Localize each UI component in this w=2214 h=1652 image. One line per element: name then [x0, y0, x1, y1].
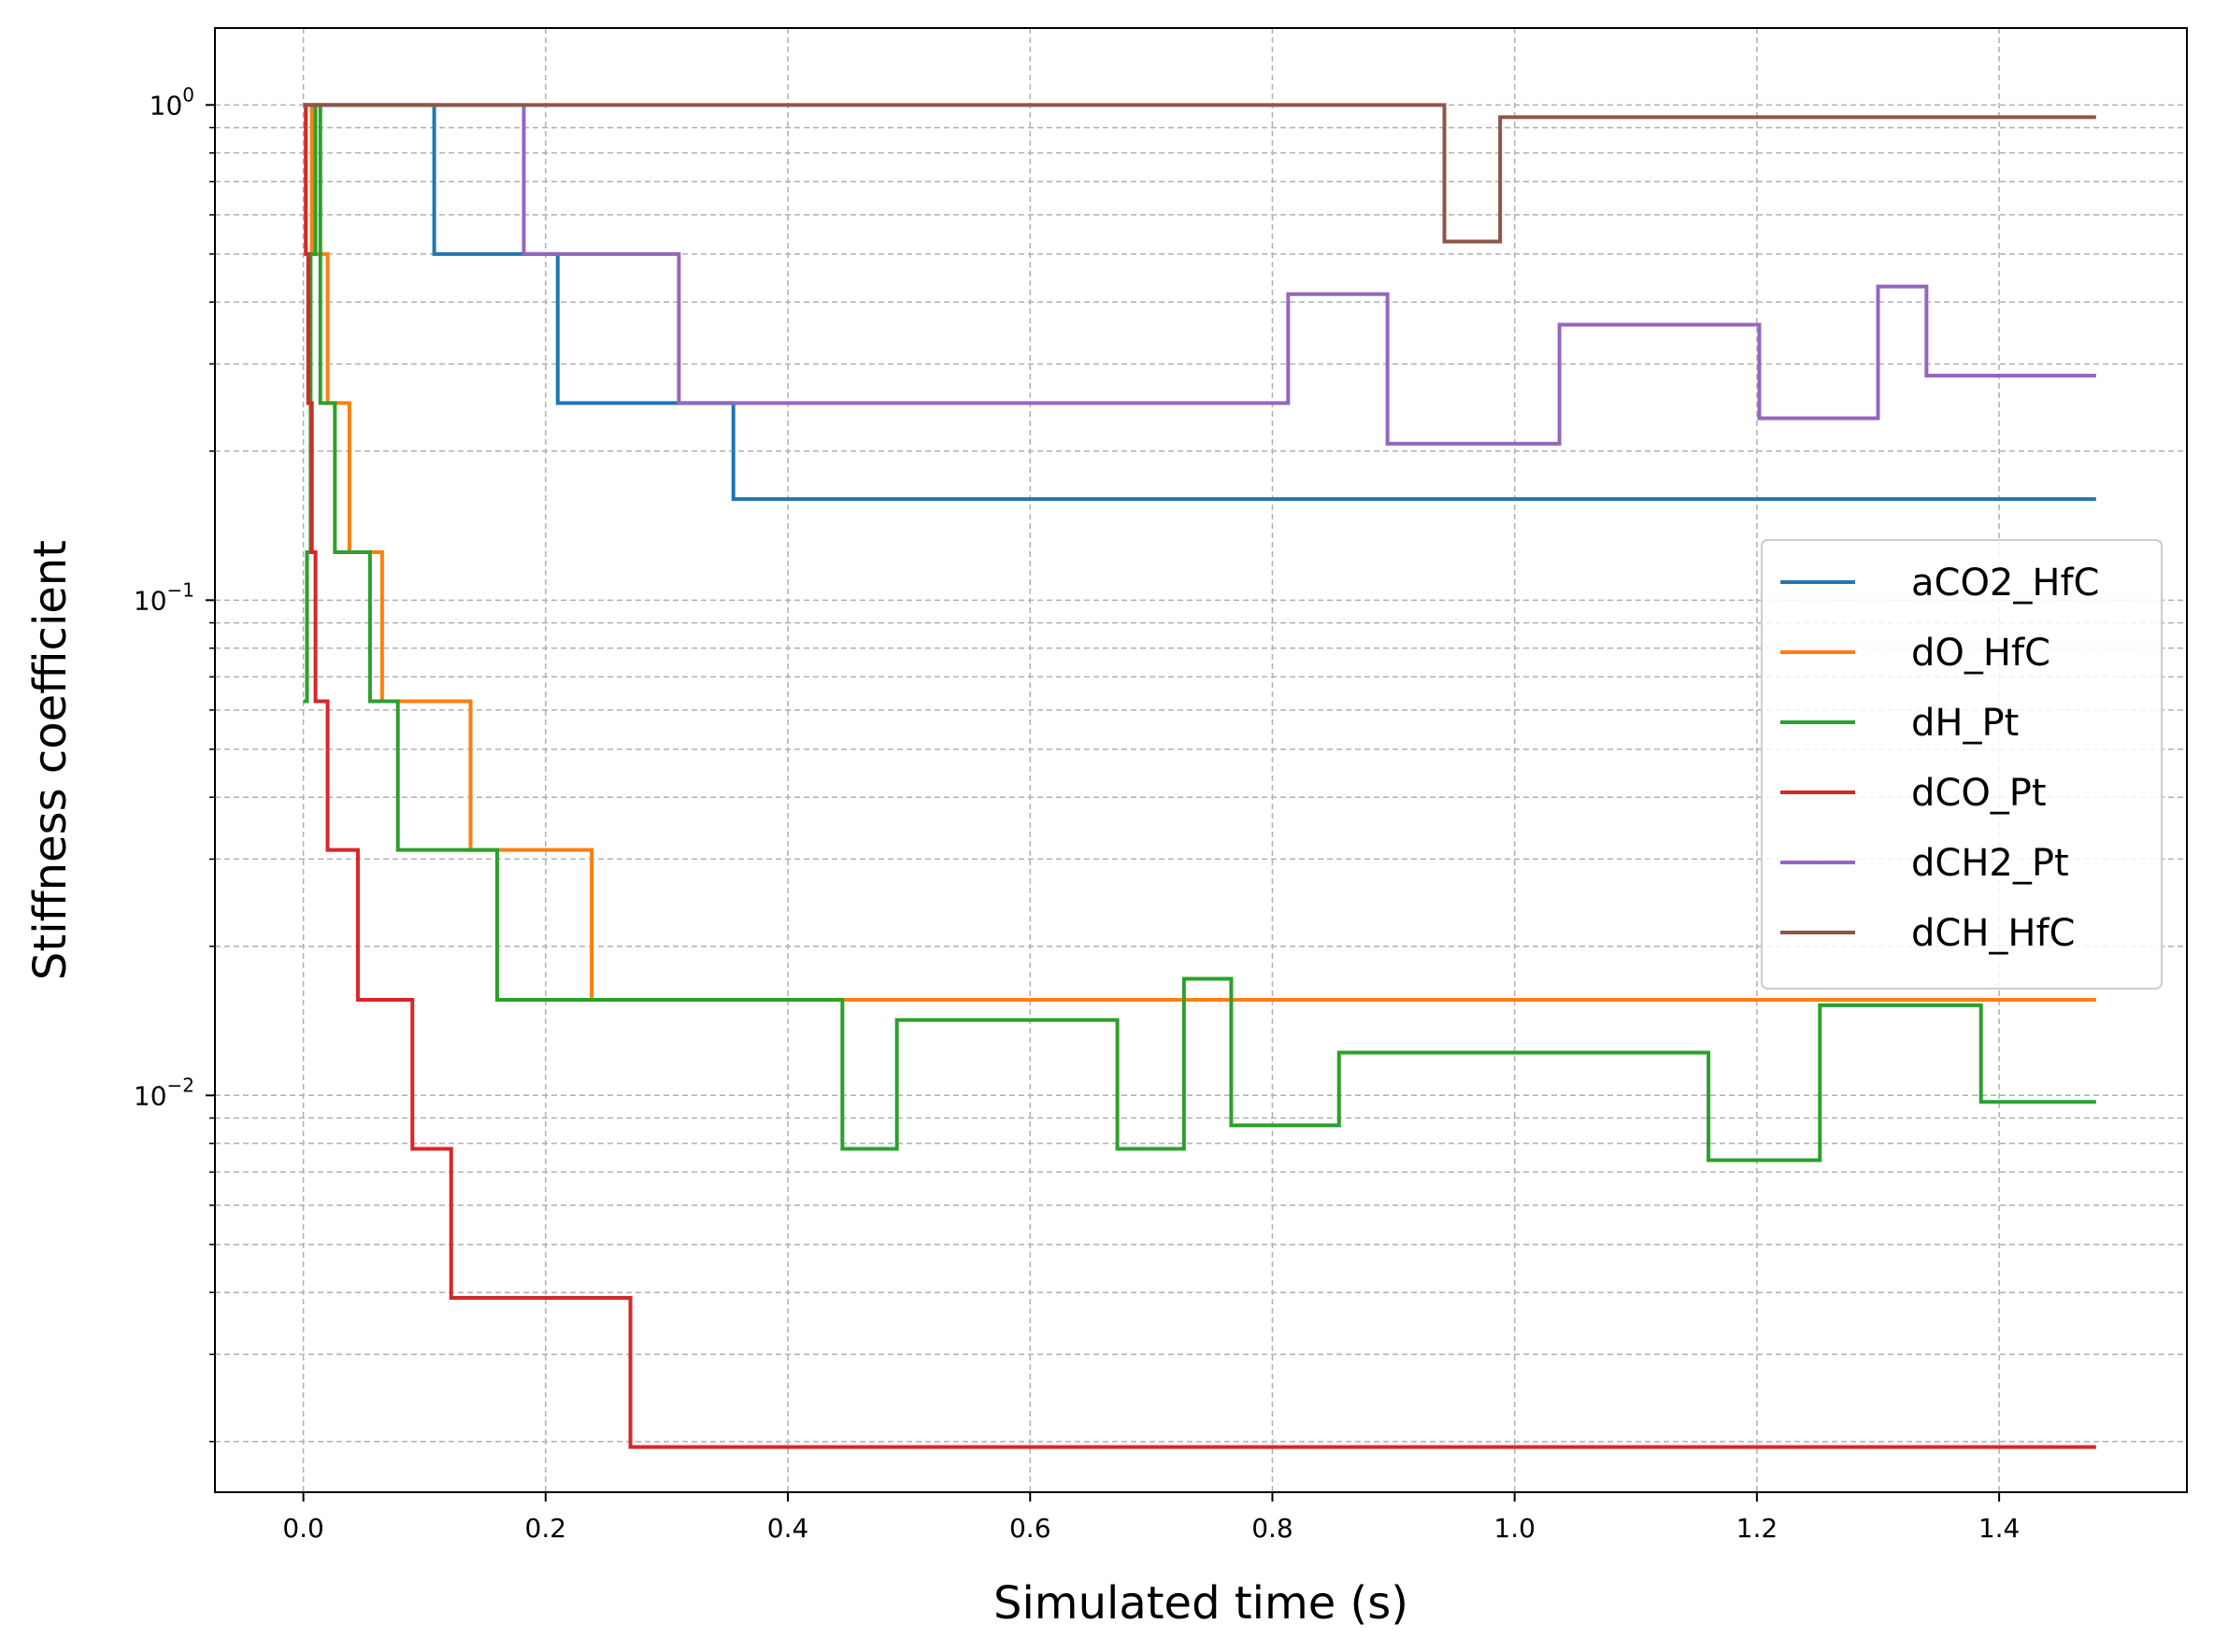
x-tick-label: 1.2 [1736, 1513, 1778, 1544]
series-line-aCO2_HfC [303, 103, 2096, 502]
legend-label: dH_Pt [1911, 702, 2019, 745]
x-tick-label: 0.2 [525, 1513, 567, 1544]
y-tick-label: 100 [150, 83, 194, 121]
x-tick-label: 1.4 [1978, 1513, 2021, 1544]
x-tick-label: 1.0 [1493, 1513, 1536, 1544]
x-axis-label: Simulated time (s) [993, 1577, 1408, 1630]
x-tick-label: 0.8 [1251, 1513, 1293, 1544]
axis-ticks: 0.0 0.2 0.4 0.6 0.8 1.0 1.2 1.4 100 10−1 10−2 [134, 83, 2021, 1544]
series-line-dCH_HfC [303, 103, 2096, 244]
series-line-dCH2_Pt [303, 103, 2096, 446]
y-axis-label: Stiffness coefficient [24, 540, 77, 980]
y-tick-label: 10−1 [134, 578, 194, 616]
legend-label: aCO2_HfC [1911, 562, 2099, 605]
legend-label: dCH2_Pt [1911, 842, 2069, 885]
y-tick-label: 10−2 [134, 1074, 194, 1111]
legend-label: dO_HfC [1911, 632, 2050, 675]
legend-label: dCO_Pt [1911, 772, 2047, 815]
x-tick-label: 0.4 [767, 1513, 809, 1544]
series-line-dCO_Pt [303, 103, 2096, 1449]
legend: aCO2_HfC dO_HfC dH_Pt dCO_Pt dCH2_Pt dCH_HfC [1761, 539, 2163, 990]
legend-label: dCH_HfC [1911, 912, 2076, 955]
x-tick-label: 0.0 [282, 1513, 324, 1544]
series-lines [303, 103, 2096, 1449]
x-tick-label: 0.6 [1009, 1513, 1051, 1544]
legend-box [1761, 539, 2163, 990]
series-line-dH_Pt [303, 103, 2096, 1162]
plot-frame [214, 27, 2188, 1493]
